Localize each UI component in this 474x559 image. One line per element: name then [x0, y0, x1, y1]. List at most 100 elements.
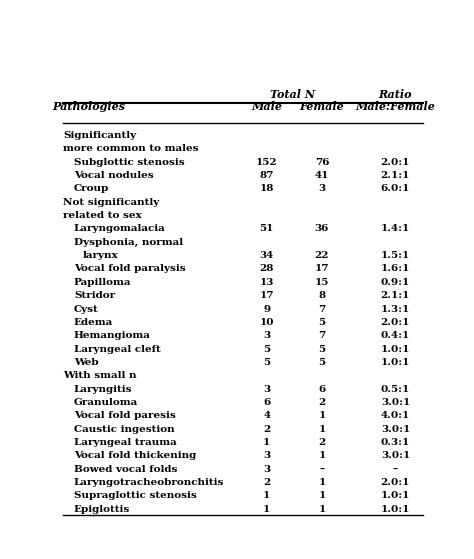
Text: 6: 6 — [318, 385, 326, 394]
Text: With small n: With small n — [63, 371, 137, 380]
Text: Caustic ingestion: Caustic ingestion — [74, 425, 174, 434]
Text: 0.5:1: 0.5:1 — [381, 385, 410, 394]
Text: 28: 28 — [260, 264, 274, 273]
Text: 1.0:1: 1.0:1 — [381, 344, 410, 353]
Text: 1.6:1: 1.6:1 — [381, 264, 410, 273]
Text: Total N: Total N — [270, 89, 315, 100]
Text: 6: 6 — [263, 398, 271, 407]
Text: –: – — [319, 465, 325, 473]
Text: Cyst: Cyst — [74, 305, 99, 314]
Text: 1.0:1: 1.0:1 — [381, 358, 410, 367]
Text: 0.4:1: 0.4:1 — [381, 331, 410, 340]
Text: 7: 7 — [318, 331, 326, 340]
Text: 5: 5 — [319, 358, 326, 367]
Text: Laryngeal trauma: Laryngeal trauma — [74, 438, 177, 447]
Text: Epiglottis: Epiglottis — [74, 505, 130, 514]
Text: 1: 1 — [263, 505, 271, 514]
Text: 1: 1 — [318, 478, 326, 487]
Text: 1: 1 — [318, 451, 326, 460]
Text: 17: 17 — [315, 264, 329, 273]
Text: 6.0:1: 6.0:1 — [381, 184, 410, 193]
Text: 5: 5 — [263, 344, 270, 353]
Text: 2: 2 — [263, 425, 271, 434]
Text: 36: 36 — [315, 225, 329, 234]
Text: 7: 7 — [318, 305, 326, 314]
Text: 8: 8 — [319, 291, 326, 300]
Text: 3.0:1: 3.0:1 — [381, 398, 410, 407]
Text: 1: 1 — [263, 438, 271, 447]
Text: Pathologies: Pathologies — [52, 101, 125, 112]
Text: 2.0:1: 2.0:1 — [381, 318, 410, 327]
Text: Male: Male — [251, 101, 283, 112]
Text: 3: 3 — [263, 331, 270, 340]
Text: 2.1:1: 2.1:1 — [381, 171, 410, 180]
Text: 15: 15 — [315, 278, 329, 287]
Text: Stridor: Stridor — [74, 291, 115, 300]
Text: 22: 22 — [315, 251, 329, 260]
Text: 5: 5 — [319, 344, 326, 353]
Text: 51: 51 — [260, 225, 274, 234]
Text: Female: Female — [300, 101, 344, 112]
Text: Dysphonia, normal: Dysphonia, normal — [74, 238, 183, 247]
Text: 18: 18 — [260, 184, 274, 193]
Text: 1.4:1: 1.4:1 — [381, 225, 410, 234]
Text: 2.0:1: 2.0:1 — [381, 158, 410, 167]
Text: 13: 13 — [260, 278, 274, 287]
Text: 2: 2 — [318, 438, 326, 447]
Text: Edema: Edema — [74, 318, 113, 327]
Text: 1.0:1: 1.0:1 — [381, 491, 410, 500]
Text: Hemangioma: Hemangioma — [74, 331, 151, 340]
Text: 4.0:1: 4.0:1 — [381, 411, 410, 420]
Text: 2: 2 — [263, 478, 271, 487]
Text: 2.0:1: 2.0:1 — [381, 478, 410, 487]
Text: 34: 34 — [260, 251, 274, 260]
Text: 152: 152 — [256, 158, 278, 167]
Text: Ratio: Ratio — [379, 89, 412, 100]
Text: Web: Web — [74, 358, 99, 367]
Text: 1: 1 — [318, 425, 326, 434]
Text: 1: 1 — [318, 411, 326, 420]
Text: Supraglottic stenosis: Supraglottic stenosis — [74, 491, 197, 500]
Text: Male:Female: Male:Female — [356, 101, 435, 112]
Text: 1.3:1: 1.3:1 — [381, 305, 410, 314]
Text: Significantly: Significantly — [63, 131, 136, 140]
Text: 5: 5 — [263, 358, 270, 367]
Text: 3: 3 — [319, 184, 326, 193]
Text: 0.3:1: 0.3:1 — [381, 438, 410, 447]
Text: 4: 4 — [263, 411, 270, 420]
Text: 3: 3 — [263, 385, 270, 394]
Text: 3.0:1: 3.0:1 — [381, 425, 410, 434]
Text: 9: 9 — [263, 305, 270, 314]
Text: Vocal fold thickening: Vocal fold thickening — [74, 451, 196, 460]
Text: 3: 3 — [263, 451, 270, 460]
Text: 3: 3 — [263, 465, 270, 473]
Text: 3.0:1: 3.0:1 — [381, 451, 410, 460]
Text: 2: 2 — [318, 398, 326, 407]
Text: Not significantly: Not significantly — [63, 198, 159, 207]
Text: 10: 10 — [260, 318, 274, 327]
Text: Subglottic stenosis: Subglottic stenosis — [74, 158, 184, 167]
Text: Bowed vocal folds: Bowed vocal folds — [74, 465, 177, 473]
Text: 1.5:1: 1.5:1 — [381, 251, 410, 260]
Text: 1: 1 — [318, 505, 326, 514]
Text: larynx: larynx — [83, 251, 119, 260]
Text: 76: 76 — [315, 158, 329, 167]
Text: Vocal fold paresis: Vocal fold paresis — [74, 411, 176, 420]
Text: 2.1:1: 2.1:1 — [381, 291, 410, 300]
Text: more common to males: more common to males — [63, 144, 199, 153]
Text: 1.0:1: 1.0:1 — [381, 505, 410, 514]
Text: 1: 1 — [263, 491, 271, 500]
Text: Vocal fold paralysis: Vocal fold paralysis — [74, 264, 185, 273]
Text: related to sex: related to sex — [63, 211, 142, 220]
Text: Laryngitis: Laryngitis — [74, 385, 132, 394]
Text: Granuloma: Granuloma — [74, 398, 138, 407]
Text: Laryngeal cleft: Laryngeal cleft — [74, 344, 161, 353]
Text: 87: 87 — [260, 171, 274, 180]
Text: –: – — [393, 465, 398, 473]
Text: Laryngotracheobronchitis: Laryngotracheobronchitis — [74, 478, 224, 487]
Text: 5: 5 — [319, 318, 326, 327]
Text: 17: 17 — [260, 291, 274, 300]
Text: 41: 41 — [315, 171, 329, 180]
Text: Papilloma: Papilloma — [74, 278, 131, 287]
Text: Croup: Croup — [74, 184, 109, 193]
